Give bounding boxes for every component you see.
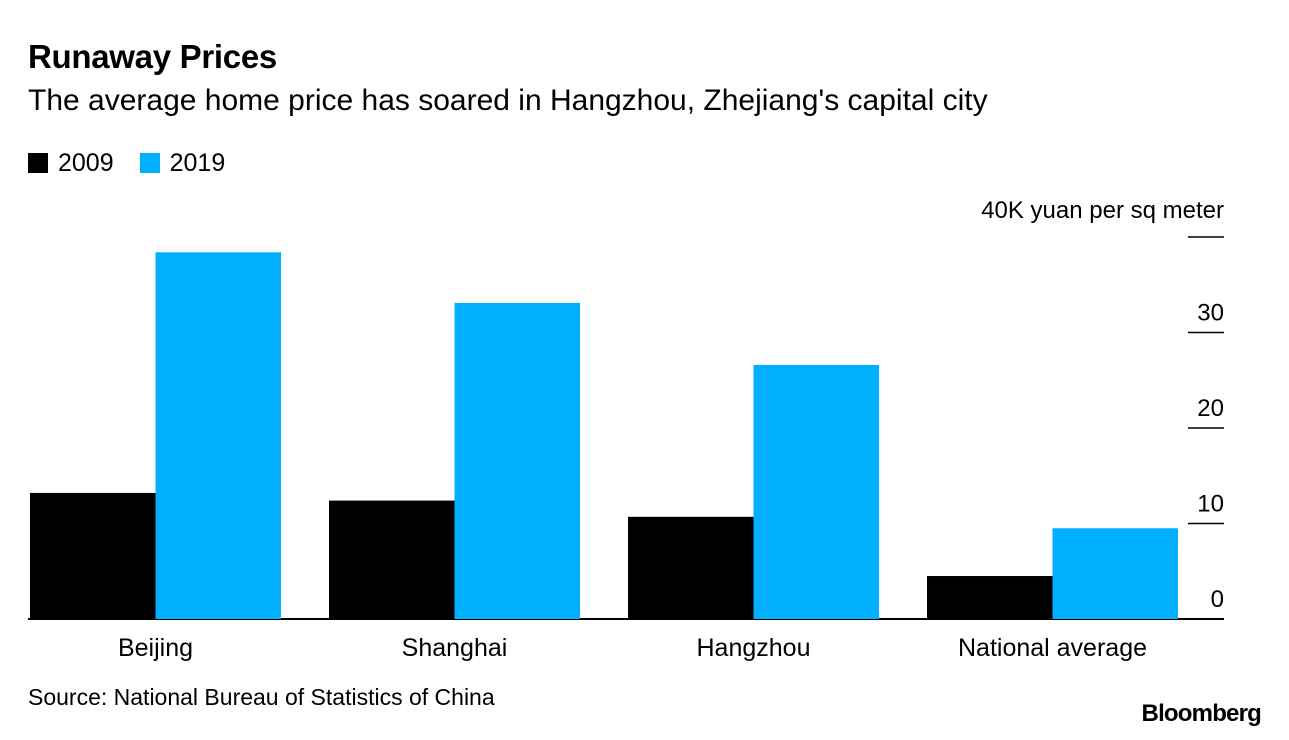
bar-2019-hangzhou bbox=[753, 364, 879, 619]
y-axis-unit-label: 40K yuan per sq meter bbox=[981, 197, 1224, 224]
bar-2009-national-average bbox=[927, 576, 1053, 619]
legend-item-2009: 2009 bbox=[28, 149, 114, 178]
legend-label-2009: 2009 bbox=[58, 148, 114, 177]
source-note: Source: National Bureau of Statistics of… bbox=[28, 684, 495, 710]
bar-2019-beijing bbox=[155, 252, 281, 619]
bar-2019-shanghai bbox=[454, 302, 580, 619]
category-label-national-average: National average bbox=[958, 634, 1147, 662]
bar-2009-beijing bbox=[30, 492, 156, 619]
bar-2009-hangzhou bbox=[628, 516, 754, 619]
legend-swatch-2009 bbox=[28, 153, 48, 173]
category-labels: Beijing Shanghai Hangzhou National average bbox=[118, 634, 1147, 662]
legend-label-2019: 2019 bbox=[169, 148, 226, 177]
y-tick-label-0: 0 bbox=[1211, 586, 1224, 613]
bloomberg-logo: Bloomberg bbox=[1141, 700, 1262, 727]
chart-title: Runaway Prices bbox=[28, 38, 277, 75]
legend: 2009 2019 bbox=[28, 146, 251, 180]
y-tick-label-20: 20 bbox=[1197, 395, 1224, 422]
bar-2019-national-average bbox=[1052, 528, 1178, 619]
y-tick-label-10: 10 bbox=[1197, 491, 1224, 518]
legend-swatch-2019 bbox=[139, 153, 160, 173]
bar-2009-shanghai bbox=[329, 500, 455, 619]
bars bbox=[30, 252, 1178, 619]
chart-subtitle: The average home price has soared in Han… bbox=[28, 84, 988, 117]
category-label-hangzhou: Hangzhou bbox=[697, 634, 811, 662]
category-label-shanghai: Shanghai bbox=[402, 634, 508, 662]
y-tick-label-30: 30 bbox=[1197, 300, 1224, 327]
legend-item-2019: 2019 bbox=[139, 148, 226, 178]
category-label-beijing: Beijing bbox=[118, 634, 193, 662]
